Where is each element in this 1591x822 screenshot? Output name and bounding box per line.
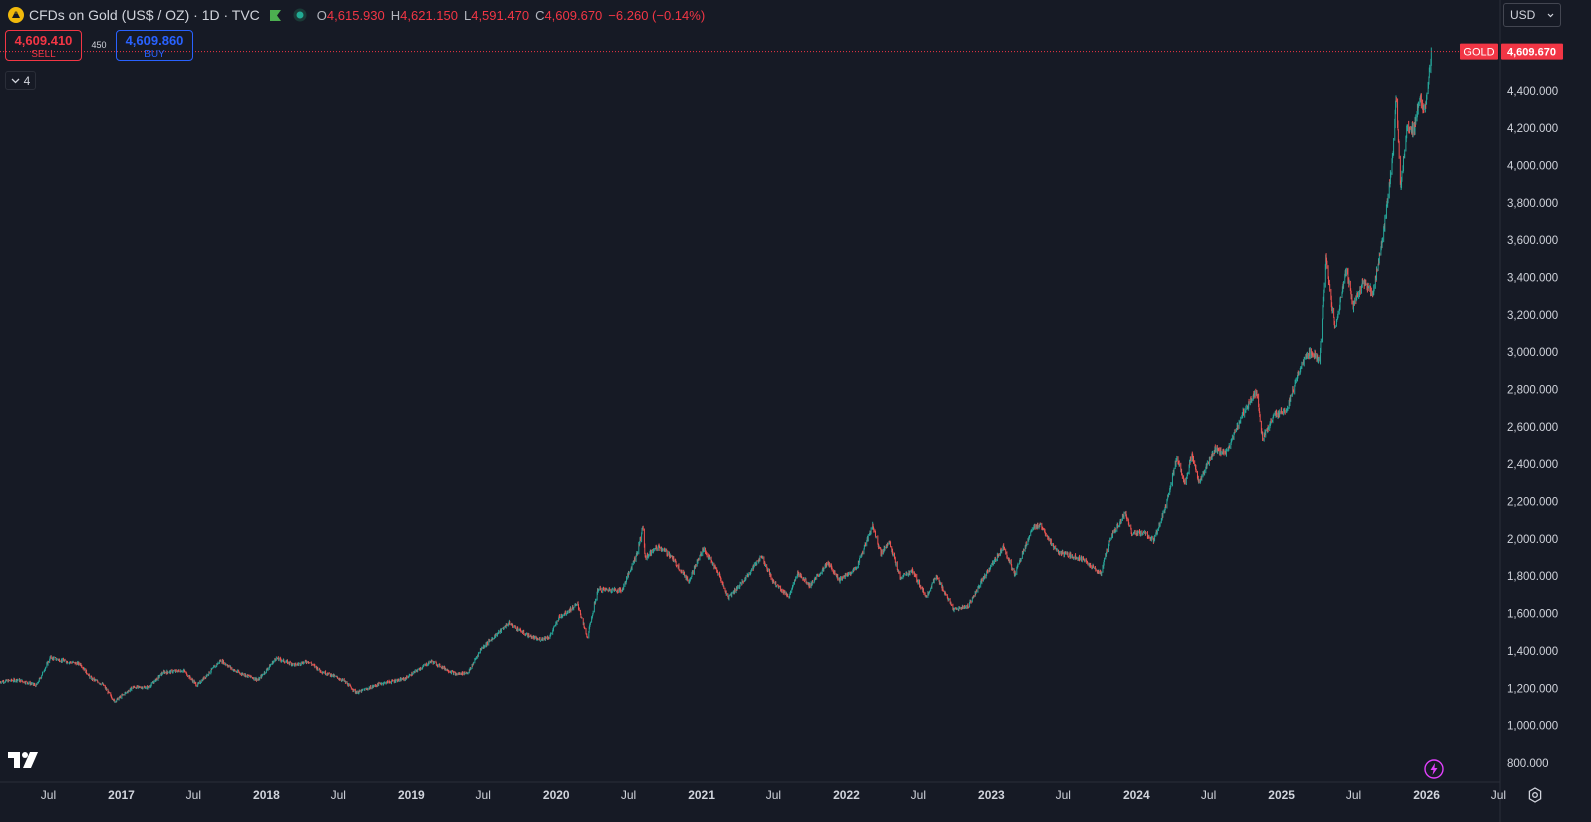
tradingview-logo-icon bbox=[8, 752, 38, 768]
time-axis-label: Jul bbox=[1346, 788, 1361, 802]
price-tag bbox=[1501, 43, 1563, 60]
sell-button[interactable]: 4,609.410 SELL bbox=[5, 30, 82, 61]
time-axis-label: 2017 bbox=[108, 788, 135, 802]
price-axis-label: 3,600.000 bbox=[1507, 235, 1558, 247]
price-axis-label: 2,000.000 bbox=[1507, 534, 1558, 546]
symbol-tag-label: GOLD bbox=[1463, 47, 1494, 59]
price-axis-label: 1,200.000 bbox=[1507, 683, 1558, 695]
time-axis-label: 2026 bbox=[1413, 788, 1440, 802]
time-axis-label: Jul bbox=[186, 788, 201, 802]
sell-price: 4,609.410 bbox=[14, 33, 73, 48]
time-axis-label: Jul bbox=[476, 788, 491, 802]
spread-value: 450 bbox=[91, 40, 107, 50]
gold-logo-icon bbox=[8, 7, 24, 23]
currency-select[interactable]: USD bbox=[1503, 3, 1561, 27]
lightning-icon[interactable] bbox=[1424, 759, 1444, 779]
flag-icon[interactable] bbox=[269, 9, 282, 22]
price-axis-label: 1,400.000 bbox=[1507, 646, 1558, 658]
high-value: 4,621.150 bbox=[400, 7, 458, 23]
time-axis-label: Jul bbox=[766, 788, 781, 802]
symbol-title[interactable]: CFDs on Gold (US$ / OZ) · 1D · TVC bbox=[29, 7, 260, 23]
time-axis-label: 2019 bbox=[398, 788, 425, 802]
symbol-tag bbox=[1460, 43, 1498, 60]
price-axis-label: 3,800.000 bbox=[1507, 198, 1558, 210]
price-axis-label: 4,000.000 bbox=[1507, 160, 1558, 172]
time-axis-label: 2021 bbox=[688, 788, 715, 802]
price-axis-label: 1,600.000 bbox=[1507, 609, 1558, 621]
time-axis-label: 2025 bbox=[1268, 788, 1295, 802]
symbol-header: CFDs on Gold (US$ / OZ) · 1D · TVC O 4,61… bbox=[0, 0, 1500, 30]
market-status-icon[interactable] bbox=[293, 8, 307, 22]
change-value: −6.260 (−0.14%) bbox=[608, 7, 706, 23]
price-axis-label: 4,400.000 bbox=[1507, 86, 1558, 98]
candles-layer bbox=[0, 47, 1432, 704]
time-axis-label: 2023 bbox=[978, 788, 1005, 802]
price-axis-label: 2,200.000 bbox=[1507, 497, 1558, 509]
price-axis-label: 2,600.000 bbox=[1507, 422, 1558, 434]
time-axis-label: 2022 bbox=[833, 788, 860, 802]
time-axis-label: 2020 bbox=[543, 788, 570, 802]
time-axis[interactable]: Jul 2017 Jul 2018 Jul 2019 Jul 2020 Jul 2021 Jul 20… bbox=[41, 788, 1506, 802]
ohlc-values: O 4,615.930 H 4,621.150 L 4,591.470 C 4,609.… bbox=[317, 8, 711, 23]
close-value: 4,609.670 bbox=[544, 7, 603, 23]
buy-button[interactable]: 4,609.860 BUY bbox=[116, 30, 193, 61]
price-axis-label: 1,800.000 bbox=[1507, 571, 1558, 583]
time-axis-label: Jul bbox=[1056, 788, 1071, 802]
chevron-down-icon bbox=[1547, 13, 1554, 17]
time-axis-label: Jul bbox=[911, 788, 926, 802]
indicators-count: 4 bbox=[23, 73, 31, 88]
price-axis-label: 2,400.000 bbox=[1507, 459, 1558, 471]
settings-icon[interactable] bbox=[1527, 787, 1543, 803]
sell-label: SELL bbox=[31, 49, 56, 60]
currency-value: USD bbox=[1510, 8, 1536, 22]
high-label: H bbox=[390, 7, 401, 23]
price-axis-label: 1,000.000 bbox=[1507, 721, 1558, 733]
price-axis-label: 4,200.000 bbox=[1507, 123, 1558, 135]
buy-price: 4,609.860 bbox=[125, 33, 184, 48]
chevron-down-icon bbox=[11, 78, 20, 83]
price-axis-label: 2,800.000 bbox=[1507, 385, 1558, 397]
price-axis-label: 800.000 bbox=[1507, 758, 1549, 770]
time-axis-label: Jul bbox=[1491, 788, 1506, 802]
price-axis-label: 3,400.000 bbox=[1507, 273, 1558, 285]
buy-label: BUY bbox=[144, 49, 165, 60]
time-axis-label: Jul bbox=[331, 788, 346, 802]
time-axis-label: Jul bbox=[621, 788, 636, 802]
open-label: O bbox=[316, 7, 327, 23]
current-price-tag: GOLD 4,609.670 bbox=[1460, 43, 1563, 60]
price-axis[interactable]: 4,400.000 4,200.000 4,000.000 3,800.000 3,60… bbox=[1507, 86, 1558, 770]
indicators-toggle-button[interactable]: 4 bbox=[5, 71, 36, 90]
time-axis-label: Jul bbox=[41, 788, 56, 802]
close-label: C bbox=[535, 7, 545, 23]
price-axis-label: 3,000.000 bbox=[1507, 347, 1558, 359]
time-axis-label: 2018 bbox=[253, 788, 280, 802]
price-tag-value: 4,609.670 bbox=[1507, 47, 1556, 59]
price-axis-label: 3,200.000 bbox=[1507, 310, 1558, 322]
time-axis-label: 2024 bbox=[1123, 788, 1150, 802]
low-label: L bbox=[463, 7, 472, 23]
time-axis-label: Jul bbox=[1201, 788, 1216, 802]
open-value: 4,615.930 bbox=[326, 7, 385, 23]
low-value: 4,591.470 bbox=[471, 7, 530, 23]
